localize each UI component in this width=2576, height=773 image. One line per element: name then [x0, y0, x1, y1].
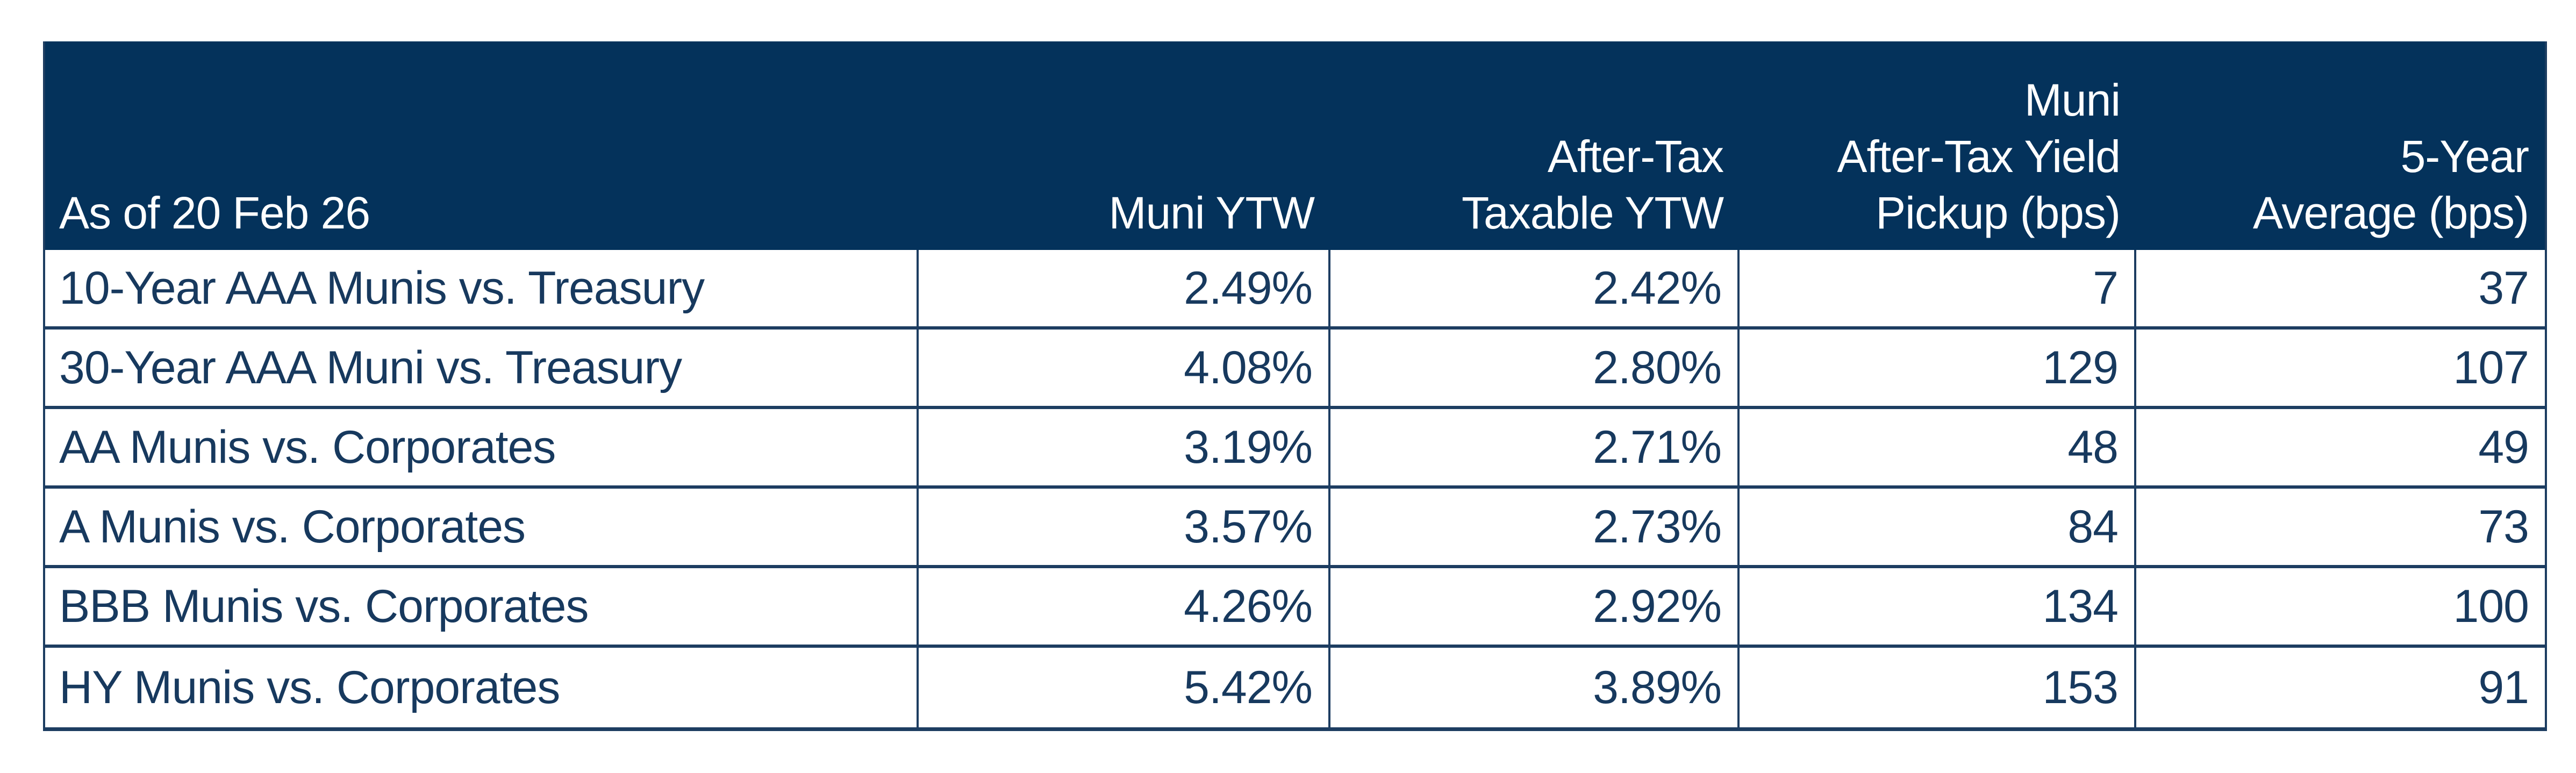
cell-muni-ytw: 5.42%: [919, 648, 1330, 727]
cell-pickup-bps: 7: [1740, 250, 2136, 330]
header-line: Average (bps): [2252, 188, 2529, 238]
col-header-as-of-date: As of 20 Feb 26: [45, 41, 919, 250]
cell-muni-ytw: 2.49%: [919, 250, 1330, 330]
header-line: Muni: [2024, 75, 2121, 125]
cell-after-tax-taxable-ytw: 2.42%: [1330, 250, 1740, 330]
cell-after-tax-taxable-ytw: 2.80%: [1330, 330, 1740, 409]
row-label: 10-Year AAA Munis vs. Treasury: [45, 250, 919, 330]
yield-comparison-table: As of 20 Feb 26 Muni YTW After-Tax Taxab…: [43, 41, 2547, 731]
cell-muni-ytw: 4.08%: [919, 330, 1330, 409]
header-line: As of 20 Feb 26: [59, 188, 370, 238]
header-line: After-Tax Yield: [1837, 131, 2121, 182]
cell-muni-ytw: 3.19%: [919, 409, 1330, 489]
row-label: A Munis vs. Corporates: [45, 489, 919, 568]
cell-5yr-avg-bps: 73: [2136, 489, 2545, 568]
col-header-muni-after-tax-yield-pickup: Muni After-Tax Yield Pickup (bps): [1740, 41, 2136, 250]
row-label: 30-Year AAA Muni vs. Treasury: [45, 330, 919, 409]
cell-muni-ytw: 4.26%: [919, 568, 1330, 648]
cell-pickup-bps: 153: [1740, 648, 2136, 727]
cell-5yr-avg-bps: 100: [2136, 568, 2545, 648]
header-line: 5-Year: [2400, 131, 2529, 182]
cell-5yr-avg-bps: 107: [2136, 330, 2545, 409]
header-line: Taxable YTW: [1462, 188, 1724, 238]
cell-after-tax-taxable-ytw: 3.89%: [1330, 648, 1740, 727]
row-label: HY Munis vs. Corporates: [45, 648, 919, 727]
header-line: Pickup (bps): [1876, 188, 2121, 238]
cell-muni-ytw: 3.57%: [919, 489, 1330, 568]
cell-pickup-bps: 48: [1740, 409, 2136, 489]
col-header-muni-ytw: Muni YTW: [919, 41, 1330, 250]
row-label: BBB Munis vs. Corporates: [45, 568, 919, 648]
col-header-5-year-average: 5-Year Average (bps): [2136, 41, 2545, 250]
cell-after-tax-taxable-ytw: 2.71%: [1330, 409, 1740, 489]
header-line: Muni YTW: [1108, 188, 1315, 238]
cell-pickup-bps: 134: [1740, 568, 2136, 648]
cell-5yr-avg-bps: 37: [2136, 250, 2545, 330]
cell-pickup-bps: 84: [1740, 489, 2136, 568]
cell-after-tax-taxable-ytw: 2.73%: [1330, 489, 1740, 568]
col-header-after-tax-taxable-ytw: After-Tax Taxable YTW: [1330, 41, 1740, 250]
cell-pickup-bps: 129: [1740, 330, 2136, 409]
row-label: AA Munis vs. Corporates: [45, 409, 919, 489]
cell-5yr-avg-bps: 49: [2136, 409, 2545, 489]
cell-5yr-avg-bps: 91: [2478, 662, 2529, 713]
cell-after-tax-taxable-ytw: 2.92%: [1330, 568, 1740, 648]
header-line: After-Tax: [1547, 131, 1724, 182]
